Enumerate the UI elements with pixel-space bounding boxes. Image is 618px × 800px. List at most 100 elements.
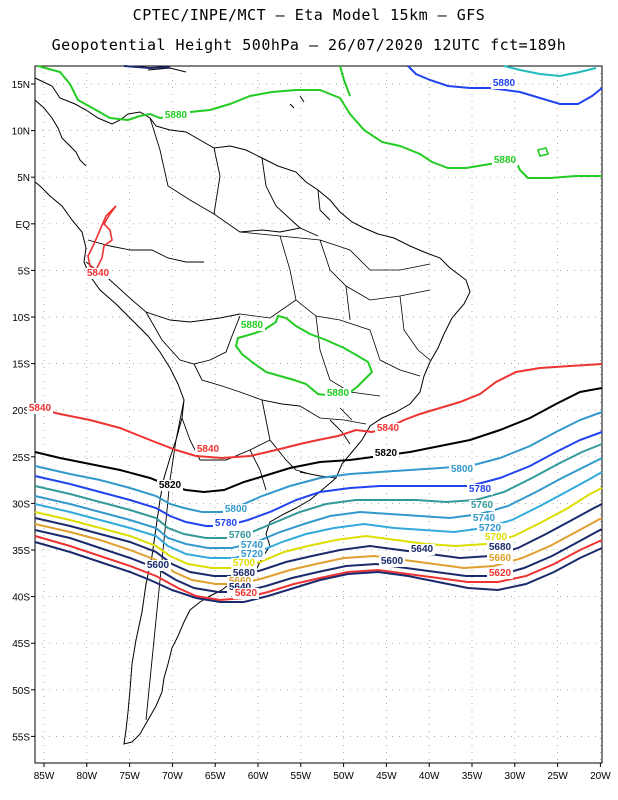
contour-label-b5780a: 5780 <box>469 484 492 495</box>
contour-label-bg <box>157 480 183 491</box>
country-borders <box>85 117 351 721</box>
lon-label: 80W <box>77 771 98 782</box>
map-frame <box>34 65 603 764</box>
lon-label: 40W <box>419 771 440 782</box>
map-title: CPTEC/INPE/MCT – Eta Model 15km – GFS <box>132 6 486 24</box>
contour-5600 <box>34 541 603 603</box>
contour-label-t5760a: 5760 <box>471 500 494 511</box>
contour-label-t5740b: 5740 <box>241 540 264 551</box>
contour-label-bg <box>483 532 509 543</box>
contour-label-bg <box>487 542 513 553</box>
contour-label-bg <box>145 560 171 571</box>
lat-label: 35S <box>12 546 30 557</box>
contour-label-bg <box>409 544 435 555</box>
contour-5840-peru <box>87 205 117 272</box>
continent-outline <box>34 77 471 745</box>
contour-label-t5760b: 5760 <box>229 530 252 541</box>
lat-label: 40S <box>12 593 30 604</box>
lat-label: 5S <box>18 266 31 277</box>
contour-label-bg <box>373 448 399 459</box>
contour-label-bg <box>227 576 253 587</box>
contour-label-y5700a: 5700 <box>485 532 508 543</box>
lon-label: 20W <box>590 771 611 782</box>
contour-5880-central <box>234 314 374 398</box>
lat-label: 30S <box>12 499 30 510</box>
contour-label-bg <box>471 513 497 524</box>
central-america-outline <box>34 99 87 167</box>
contour-label-r5620a: 5620 <box>489 568 512 579</box>
lon-label: 35W <box>462 771 483 782</box>
contour-navy-top <box>123 65 171 70</box>
lon-label: 65W <box>205 771 226 782</box>
contour-label-c5720a: 5720 <box>479 523 502 534</box>
contour-label-r5620b: 5620 <box>235 588 258 599</box>
contour-label-o5660b: 5660 <box>229 576 252 587</box>
contour-label-bg <box>85 268 111 279</box>
lat-label: 20S <box>12 406 30 417</box>
contour-5840 <box>34 363 603 460</box>
lon-label: 75W <box>119 771 140 782</box>
contour-cyan-top <box>503 65 597 78</box>
contour-label-bg <box>477 523 503 534</box>
contour-5760 <box>34 443 603 539</box>
contour-label-bg <box>227 582 253 593</box>
contour-5700 <box>34 487 603 569</box>
lon-label: 45W <box>376 771 397 782</box>
contour-label-t5740a: 5740 <box>473 513 496 524</box>
contour-5800 <box>34 411 603 513</box>
contour-label-bg <box>223 504 249 515</box>
contour-label-bg <box>239 549 265 560</box>
contour-label-bg <box>27 403 53 414</box>
contour-5680 <box>34 503 603 577</box>
contour-label-n5640a: 5640 <box>411 544 434 555</box>
contour-label-bg <box>231 558 257 569</box>
contour-label-r5840a: 5840 <box>87 268 110 279</box>
contour-label-bg <box>163 110 189 121</box>
contour-label-bg <box>375 423 401 434</box>
lat-label: 5N <box>17 173 30 184</box>
lat-label: 15N <box>12 80 30 91</box>
lon-label: 60W <box>248 771 269 782</box>
lat-label: 45S <box>12 639 30 650</box>
contour-label-bg <box>213 518 239 529</box>
lat-label: EQ <box>16 220 31 231</box>
contour-label-r5840d: 5840 <box>377 423 400 434</box>
contour-5880-blue <box>407 65 603 105</box>
lon-label: 85W <box>34 771 55 782</box>
contour-labels: 5880 5880 5880 5880 5880 5840 5840 5840 5840 5820… <box>27 78 518 599</box>
contour-label-y5700b: 5700 <box>233 558 256 569</box>
contour-label-bg <box>325 388 351 399</box>
contour-label-g5880d: 5880 <box>327 388 350 399</box>
contour-5880-small <box>536 147 550 157</box>
contour-label-b5880: 5880 <box>493 78 516 89</box>
graticule: 15N 10N 5N EQ 5S 10S 15S 20S 25S 30S 35S 40S 45S 50S 5… <box>12 66 611 782</box>
contour-5880-north <box>37 65 175 122</box>
contour-5880-east <box>189 65 602 179</box>
contour-label-bg <box>449 464 475 475</box>
contour-label-n5680a: 5680 <box>489 542 512 553</box>
contour-label-o5660a: 5660 <box>489 553 512 564</box>
contour-label-bg <box>467 484 493 495</box>
contour-5740 <box>34 457 603 549</box>
contour-label-bg <box>487 553 513 564</box>
lat-label: 25S <box>12 453 30 464</box>
contour-label-bg <box>233 588 259 599</box>
lon-label: 30W <box>505 771 526 782</box>
lat-label: 10N <box>12 127 30 138</box>
contour-label-n5600b: 5600 <box>147 560 170 571</box>
lat-label: 10S <box>12 313 30 324</box>
contour-label-bg <box>239 540 265 551</box>
contour-5780 <box>34 431 603 527</box>
contour-label-bg <box>195 444 221 455</box>
contour-label-b5780b: 5780 <box>215 518 238 529</box>
contour-label-bg <box>231 568 257 579</box>
contour-5820 <box>34 387 603 494</box>
contour-label-s5800a: 5800 <box>451 464 474 475</box>
lat-label: 55S <box>12 732 30 743</box>
lon-label: 70W <box>162 771 183 782</box>
contour-label-n5680b: 5680 <box>233 568 256 579</box>
lat-label: 50S <box>12 686 30 697</box>
lon-label: 55W <box>291 771 312 782</box>
caribbean-islands <box>147 67 305 109</box>
